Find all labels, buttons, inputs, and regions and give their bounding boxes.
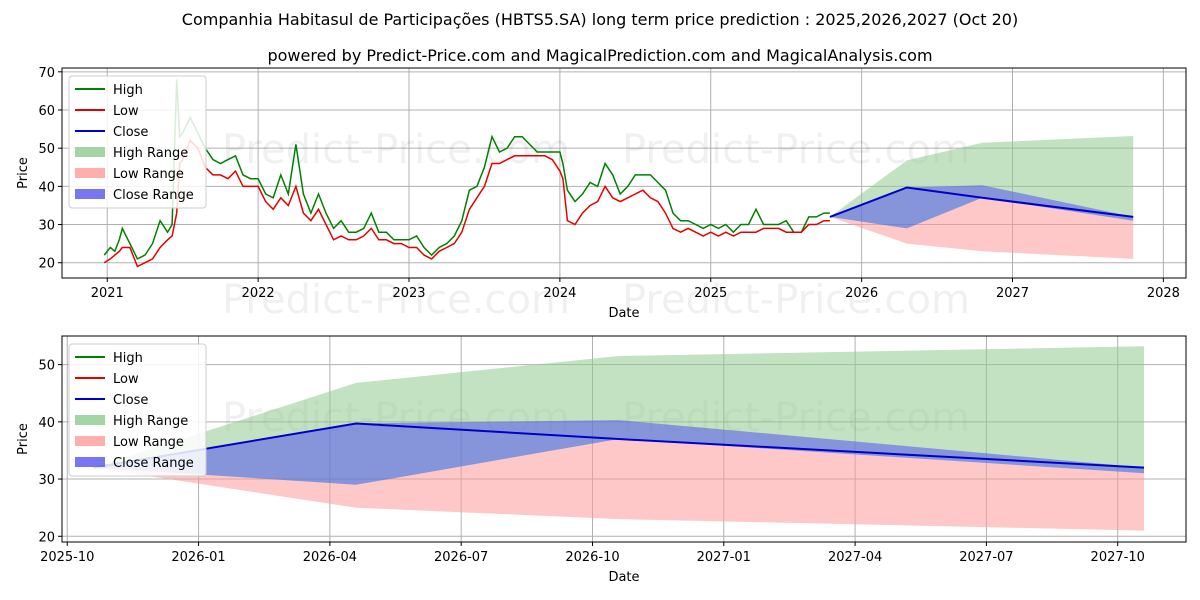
panel1-x-axis-label: Date xyxy=(608,306,639,321)
panel2-x-tick-label: 2026-04 xyxy=(303,550,357,565)
panel1-y-tick-label: 40 xyxy=(38,180,55,195)
panel1-legend-label: High xyxy=(113,83,143,98)
panel1-y-tick-label: 20 xyxy=(38,257,55,272)
panel1-x-tick-label: 2021 xyxy=(91,286,124,301)
panel1-watermark: Predict-Price.com xyxy=(622,277,970,323)
panel2-x-tick-label: 2027-07 xyxy=(959,550,1013,565)
panel2-close-range-band xyxy=(93,420,1144,485)
panel2-legend-swatch xyxy=(75,457,105,467)
panel1-watermark: Predict-Price.com xyxy=(222,277,570,323)
panel2-y-tick-label: 40 xyxy=(38,416,55,431)
panel2-low-range-band xyxy=(93,439,1144,531)
panel2-legend-label: Low Range xyxy=(113,435,184,450)
panel1-y-tick-label: 30 xyxy=(38,219,55,234)
panel2-y-tick-label: 30 xyxy=(38,473,55,488)
panel1-legend-label: Low xyxy=(113,104,139,119)
panel1-legend-swatch xyxy=(75,189,105,199)
panel2-x-tick-label: 2026-10 xyxy=(565,550,619,565)
panel1-watermark: Predict-Price.com xyxy=(222,127,570,173)
panel2-legend-label: Close Range xyxy=(113,456,194,471)
chart-title: Companhia Habitasul de Participações (HB… xyxy=(181,10,1019,29)
panel2-x-tick-label: 2026-07 xyxy=(434,550,488,565)
panel2-axes-frame xyxy=(61,335,1187,543)
chart-subtitle: powered by Predict-Price.com and Magical… xyxy=(267,46,933,65)
panel1-y-tick-label: 60 xyxy=(38,104,55,119)
panel1-x-tick-label: 2025 xyxy=(694,286,727,301)
panel2-close-prediction-line xyxy=(93,422,1145,469)
panel2-y-tick-label: 50 xyxy=(38,359,55,374)
panel1-axes-frame xyxy=(61,67,1187,279)
panel2-x-tick-label: 2025-10 xyxy=(40,550,94,565)
panel1-y-tick-label: 50 xyxy=(38,142,55,157)
panel1-legend-label: High Range xyxy=(113,146,188,161)
panel1-x-tick-label: 2027 xyxy=(996,286,1029,301)
panel1-legend-label: Close Range xyxy=(113,188,194,203)
panel1-x-tick-label: 2026 xyxy=(845,286,878,301)
panel2-x-tick-label: 2026-01 xyxy=(171,550,225,565)
panel1-legend-swatch xyxy=(75,147,105,157)
panel1-legend-label: Low Range xyxy=(113,167,184,182)
panel1-legend-label: Close xyxy=(113,125,148,140)
panel1-plot-area: Predict-Price.com Predict-Price.com xyxy=(62,68,1186,278)
panel2-x-tick-label: 2027-04 xyxy=(828,550,882,565)
panel1-low-range-band xyxy=(829,197,1134,259)
panel1-close-range-band xyxy=(829,185,1134,229)
panel1-legend-swatch xyxy=(75,168,105,178)
panel2-legend-swatch xyxy=(75,415,105,425)
panel1-y-axis-label: Price xyxy=(16,157,31,189)
panel1-x-tick-label: 2022 xyxy=(242,286,275,301)
panel2-x-tick-label: 2027-01 xyxy=(697,550,751,565)
panel1-y-tick-label: 70 xyxy=(38,66,55,81)
panel1-close-prediction-line xyxy=(829,186,1134,218)
panel2-legend-label: High Range xyxy=(113,414,188,429)
panel2-legend-label: Close xyxy=(113,393,148,408)
panel2-x-axis-label: Date xyxy=(608,570,639,585)
panel2-legend-label: Low xyxy=(113,372,139,387)
panel2-y-axis-label: Price xyxy=(16,423,31,455)
panel2-legend-swatch xyxy=(75,436,105,446)
panel2-y-tick-label: 20 xyxy=(38,530,55,545)
panel2-legend-label: High xyxy=(113,351,143,366)
panel1-x-tick-label: 2023 xyxy=(392,286,425,301)
panel1-x-tick-label: 2024 xyxy=(543,286,576,301)
panel2-x-tick-label: 2027-10 xyxy=(1091,550,1145,565)
panel1-x-tick-label: 2028 xyxy=(1147,286,1180,301)
